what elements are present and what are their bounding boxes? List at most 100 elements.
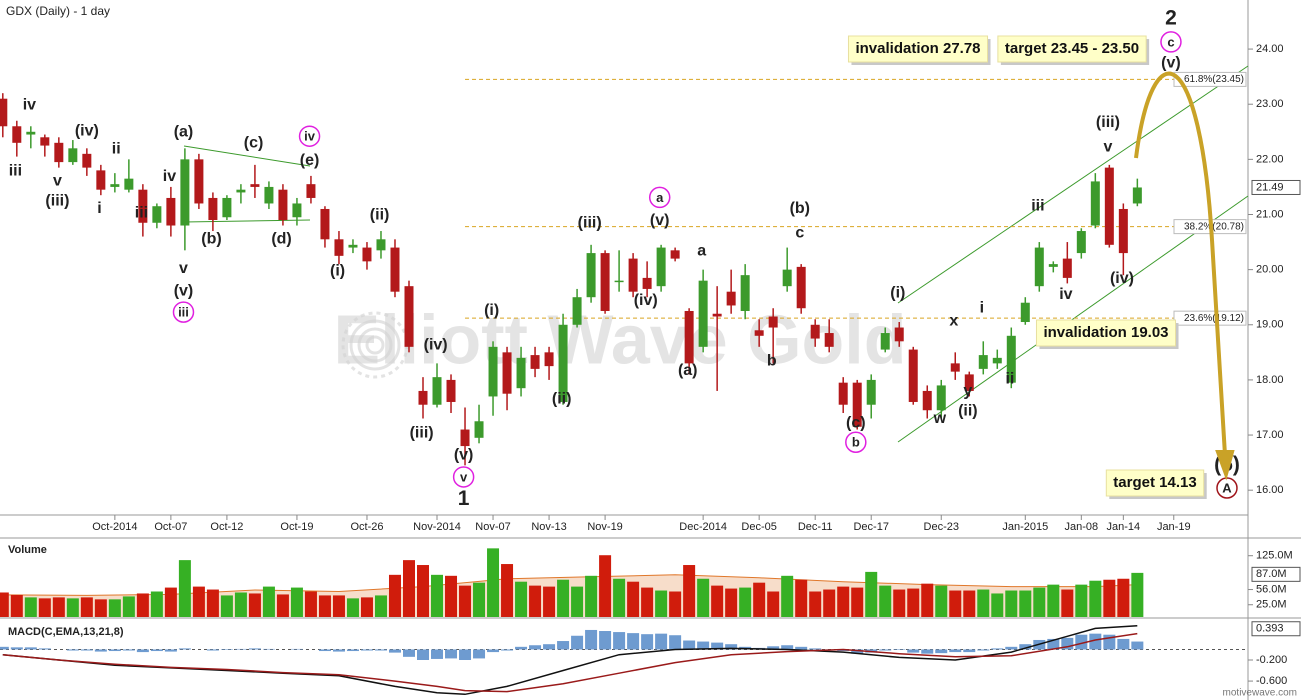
wave-label: y [963,383,972,400]
macd-bar [1089,633,1102,650]
candle-body [1076,231,1086,254]
y-tick-label: 25.0M [1256,599,1287,611]
volume-bar [220,595,233,617]
candle-body [544,352,554,367]
volume-bar [963,590,976,617]
macd-bar [80,649,93,651]
wave-label: 1 [458,487,470,510]
candle-body [558,324,568,402]
volume-bar [557,579,570,617]
volume-bar [10,594,23,617]
x-tick-label: Oct-19 [280,521,313,533]
candle-body [404,286,414,347]
value-tag [1251,621,1301,637]
candle-body [278,189,288,221]
candle-body [880,333,890,350]
volume-bar [431,574,444,617]
macd-bar [1005,646,1018,650]
macd-bar [725,644,738,650]
macd-bar [150,649,163,652]
wave-label: ii [112,141,121,158]
volume-bar [879,585,892,617]
candle-body [12,126,22,143]
volume-bar [529,585,542,617]
candle-body [166,197,176,226]
candle-body [684,310,694,364]
candle-body [936,385,946,411]
y-tick-label: 56.0M [1256,583,1287,595]
macd-bar [641,634,654,650]
macd-bar [529,645,542,650]
macd-bar [795,646,808,650]
macd-bar [220,649,233,650]
candle-body [180,159,190,226]
volume-bar [332,595,345,617]
wave-label: ii [1005,370,1014,387]
candle-body [796,266,806,309]
candle-body [1034,247,1044,287]
macd-bar [781,645,794,650]
macd-bar [445,649,458,659]
y-tick-label: 22.00 [1256,153,1284,165]
volume-bar [248,593,261,617]
macd-bar [501,649,514,651]
wave-label: (b) [201,230,221,247]
macd-bar [360,649,373,651]
candle-body [810,324,820,339]
volume-bar [304,591,317,617]
wave-label: (iv) [75,122,99,139]
volume-bar [1019,590,1032,617]
projection-arrow [1134,71,1235,481]
macd-bar [977,649,990,651]
candle-body [600,253,610,311]
volume-bar [1061,589,1074,617]
candle-body [348,244,358,248]
volume-bar [206,589,219,617]
wave-label: (c) [846,415,866,432]
candle-body [334,239,344,256]
macd-bar [655,633,668,650]
volume-bar [1131,572,1144,617]
candle-body [950,363,960,372]
x-tick-label: Nov-2014 [413,521,461,533]
candle-body [292,203,302,218]
volume-bar [1075,584,1088,617]
volume-bar [318,595,331,617]
wave-label: (c) [244,134,264,151]
wave-label: A [1222,480,1232,495]
wave-label: (iv) [634,292,658,309]
volume-bar [949,590,962,617]
wave-label: iv [163,168,176,185]
candle-body [698,280,708,347]
macd-bar [949,649,962,653]
candle-body [1020,302,1030,323]
candle-body [474,421,484,438]
volume-bar [108,599,121,617]
note: invalidation 27.78 [847,35,991,65]
macd-bar [262,648,275,650]
volume-bar [290,587,303,617]
macd-bar [907,649,920,653]
candle-body [1118,208,1128,254]
wave-label: (ii) [958,402,978,419]
candle-body [1062,258,1072,278]
volume-bar [1005,590,1018,617]
volume-bar [725,588,738,617]
macd-bar [557,641,570,650]
macd-bar [1061,637,1074,650]
candle-body [152,206,162,223]
wave-label: iii [135,205,148,222]
wave-label: iv [1059,286,1072,303]
macd-bar [767,646,780,650]
volume-bar [1117,578,1130,617]
chart-title: GDX (Daily) - 1 day [6,4,110,18]
macd-bar [164,649,177,652]
x-tick-label: Jan-2015 [1002,521,1048,533]
wave-label: (d) [271,230,291,247]
fib-label: 23.6%(19.12) [1184,313,1244,324]
macd-bar [374,649,387,651]
volume-bar [655,590,668,617]
note: target 23.45 - 23.50 [997,35,1150,65]
y-tick-label: 23.00 [1256,98,1284,110]
